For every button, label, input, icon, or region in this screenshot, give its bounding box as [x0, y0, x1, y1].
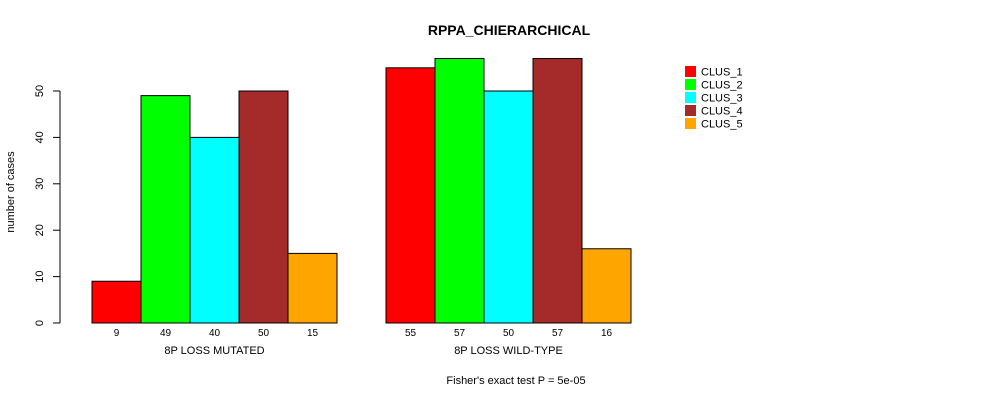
footnote: Fisher's exact test P = 5e-05 [446, 375, 585, 387]
bar-value-label: 49 [160, 328, 172, 339]
bar-clus-3 [189, 136, 240, 324]
bars [91, 58, 632, 324]
bar-value-label: 50 [503, 328, 515, 339]
bar-value-label: 57 [454, 328, 466, 339]
legend-label: CLUS_3 [701, 93, 743, 105]
group-labels: 8P LOSS MUTATED 8P LOSS WILD-TYPE [164, 345, 562, 357]
legend-swatch [685, 92, 696, 103]
y-tick-label: 30 [34, 178, 46, 190]
bar-value-labels: 9 49 40 50 15 55 57 50 57 16 [114, 328, 613, 339]
legend-label: CLUS_4 [701, 106, 743, 118]
bar-clus-1 [91, 280, 142, 324]
bar-clus-4 [238, 90, 289, 324]
group-label: 8P LOSS WILD-TYPE [454, 345, 563, 357]
y-axis-label: number of cases [5, 151, 17, 233]
group-label: 8P LOSS MUTATED [164, 345, 264, 357]
legend-label: CLUS_1 [701, 67, 743, 79]
legend-swatch [685, 79, 696, 90]
bar-value-label: 16 [601, 328, 613, 339]
bar-clus-4 [532, 58, 583, 324]
y-tick-label: 50 [34, 85, 46, 97]
y-tick-label: 40 [34, 131, 46, 143]
legend-swatch [685, 66, 696, 77]
chart-title: RPPA_CHIERARCHICAL [428, 22, 591, 38]
y-tick-label: 10 [34, 270, 46, 282]
bar-value-label: 15 [307, 328, 319, 339]
bar-value-label: 57 [552, 328, 564, 339]
y-axis: 0 10 20 30 40 50 [34, 85, 61, 326]
bar-clus-5 [287, 252, 338, 324]
bar-clus-5 [581, 248, 632, 324]
bar-clus-3 [483, 90, 534, 324]
y-tick-label: 20 [34, 224, 46, 236]
bar-value-label: 50 [258, 328, 270, 339]
legend-swatch [685, 105, 696, 116]
bar-value-label: 9 [114, 328, 120, 339]
legend-label: CLUS_5 [701, 119, 743, 131]
bar-clus-1 [385, 67, 436, 324]
bar-clus-2 [434, 58, 485, 324]
legend-swatch [685, 118, 696, 129]
y-tick-label: 0 [34, 320, 46, 326]
legend-label: CLUS_2 [701, 80, 743, 92]
bar-clus-2 [140, 95, 191, 324]
bar-value-label: 40 [209, 328, 221, 339]
bar-value-label: 55 [405, 328, 417, 339]
